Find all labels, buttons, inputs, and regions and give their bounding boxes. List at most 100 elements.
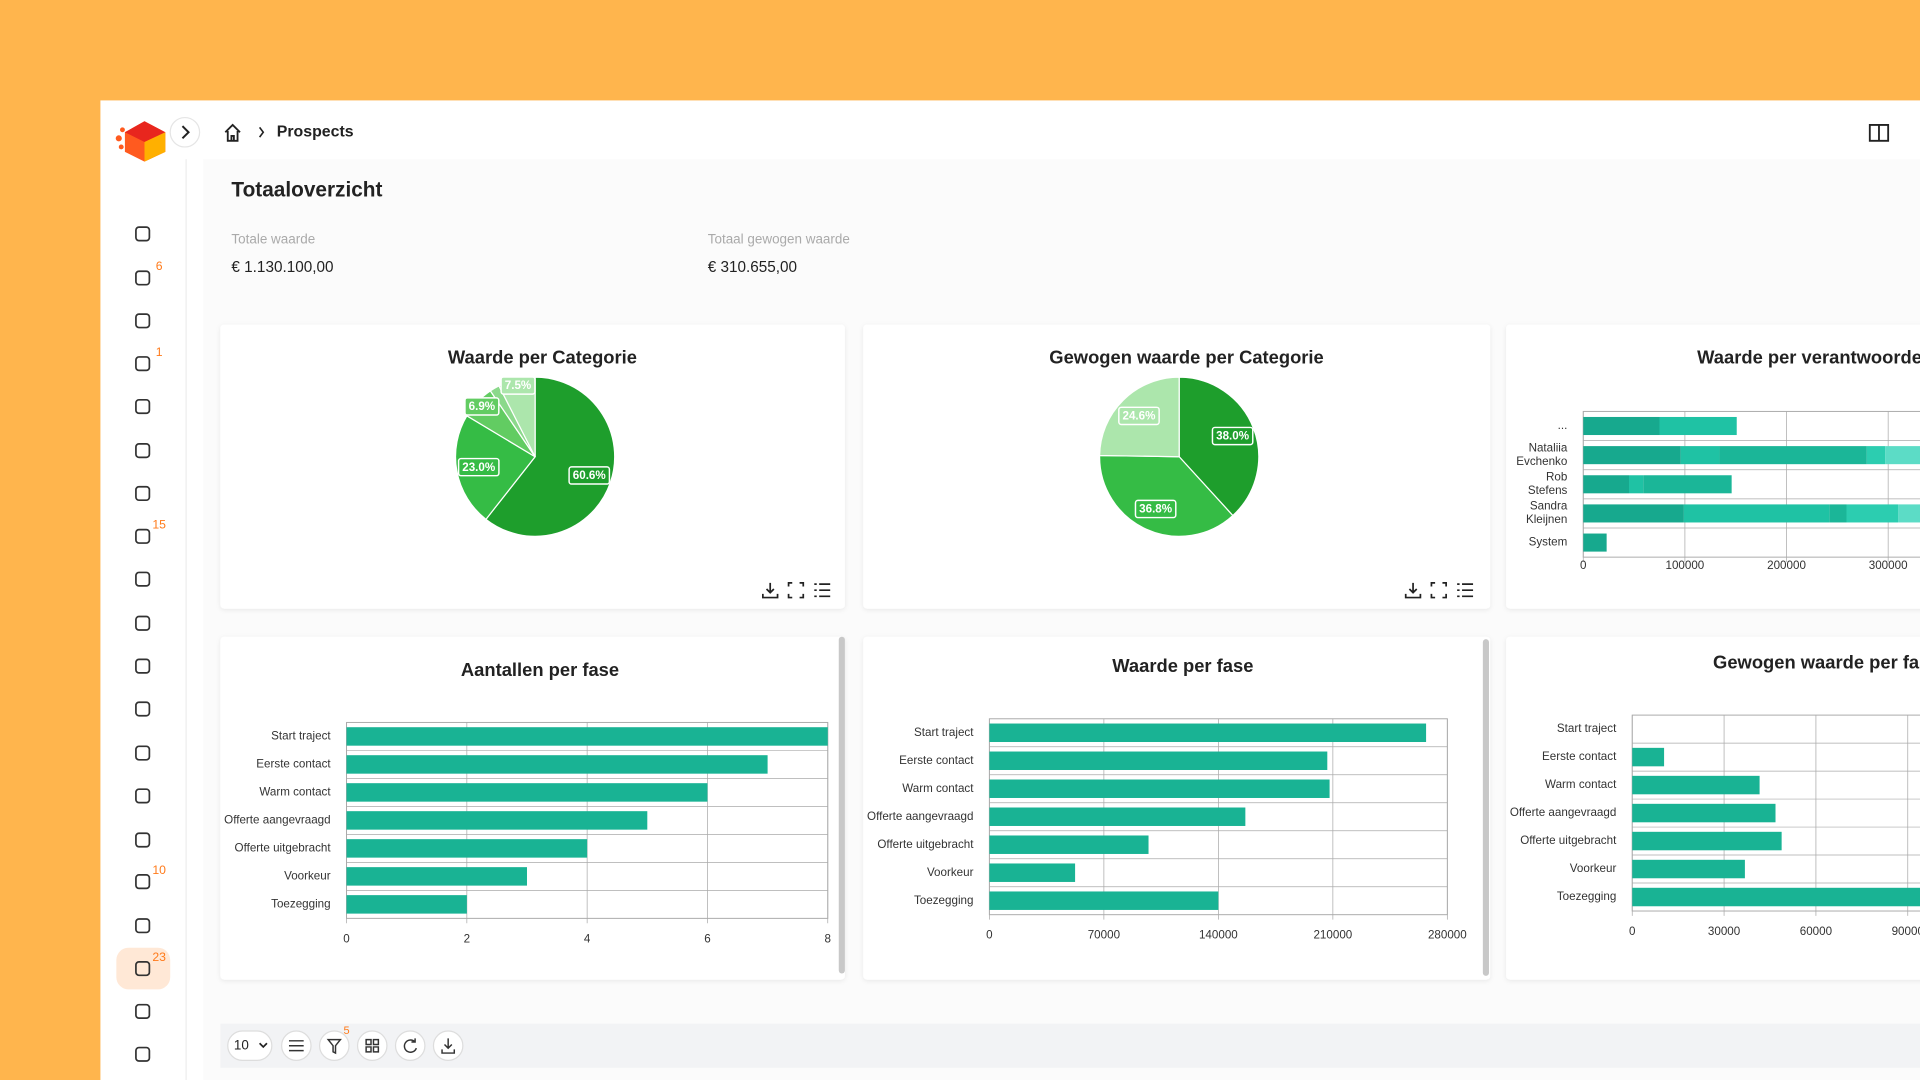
- nav-icon[interactable]: [135, 658, 151, 674]
- bar-segment: [1719, 446, 1867, 465]
- nav-icon[interactable]: [135, 874, 151, 890]
- x-tick-label: 70000: [1088, 929, 1121, 942]
- x-tick-label: 0: [986, 929, 993, 942]
- y-tick-label: Offerte aangevraagd: [224, 813, 330, 826]
- scrollbar[interactable]: [1482, 639, 1489, 976]
- filter-button[interactable]: [318, 1030, 350, 1062]
- nav-icon[interactable]: [135, 356, 151, 372]
- fullscreen-icon[interactable]: [787, 582, 805, 599]
- y-tick-label: Warm contact: [1545, 778, 1617, 791]
- logo: [115, 121, 166, 162]
- nav-icon[interactable]: [135, 528, 151, 544]
- filter-icon: [326, 1038, 342, 1055]
- breadcrumb-separator: [258, 126, 265, 138]
- download-icon[interactable]: [1404, 582, 1422, 599]
- download-icon: [441, 1038, 456, 1054]
- label-box: [464, 397, 500, 416]
- y-tick-label: Eerste contact: [256, 758, 331, 771]
- bar-segment: [1583, 504, 1684, 523]
- nav-icon[interactable]: [135, 1046, 151, 1062]
- chart-title: Gewogen waarde per fase: [1713, 652, 1920, 673]
- layout-button[interactable]: [356, 1030, 388, 1062]
- nav-badge: 23: [152, 950, 166, 964]
- nav-icon[interactable]: [135, 398, 151, 415]
- x-tick-label: 280000: [1428, 929, 1467, 942]
- x-tick-label: 0: [1629, 925, 1636, 938]
- chart-card: [1506, 324, 1920, 609]
- y-tick-label: Offerte uitgebracht: [877, 838, 974, 851]
- summary-value: € 1.130.100,00: [231, 259, 333, 276]
- y-tick-label: Start traject: [1557, 722, 1617, 735]
- nav-icon[interactable]: [135, 443, 151, 459]
- y-tick-label: Start traject: [271, 730, 331, 743]
- nav-icon[interactable]: [135, 918, 151, 934]
- summary-value: € 310.655,00: [708, 259, 797, 276]
- label-box: [500, 376, 536, 395]
- nav-icon[interactable]: [135, 745, 151, 761]
- grid-icon: [365, 1038, 380, 1053]
- data-label: 23.0%: [462, 461, 496, 474]
- pie-slice: [1178, 376, 1260, 517]
- x-tick-label: 210000: [1313, 929, 1352, 942]
- bar-segment: [1680, 446, 1720, 465]
- fullscreen-icon[interactable]: [1430, 582, 1447, 599]
- x-tick-label: 60000: [1800, 925, 1833, 938]
- chart-title: Gewogen waarde per Categorie: [1049, 347, 1323, 368]
- label-box: [1211, 426, 1254, 446]
- y-tick-label: Offerte uitgebracht: [235, 841, 332, 854]
- summary-label: Totaal gewogen waarde: [708, 232, 850, 247]
- sidebar-toggle[interactable]: [169, 116, 201, 148]
- bar: [1632, 887, 1920, 907]
- label-box: [1134, 499, 1177, 519]
- bar: [346, 811, 648, 830]
- nav-icon[interactable]: [135, 960, 151, 977]
- x-tick-label: 8: [825, 932, 831, 945]
- refresh-button[interactable]: [394, 1030, 426, 1062]
- scrollbar[interactable]: [838, 636, 845, 974]
- legend-icon[interactable]: [814, 583, 831, 598]
- nav-icon[interactable]: [135, 701, 151, 717]
- bar: [989, 863, 1076, 882]
- page-size-select[interactable]: [227, 1030, 273, 1062]
- x-tick-label: 140000: [1199, 929, 1238, 942]
- data-label: 60.6%: [573, 469, 607, 482]
- bar-segment: [1898, 504, 1920, 523]
- bar-segment: [1829, 504, 1847, 523]
- panel-icon[interactable]: [1868, 123, 1890, 142]
- nav-icon[interactable]: [135, 1003, 151, 1020]
- y-tick-label: Start traject: [914, 726, 974, 739]
- bar: [1632, 859, 1745, 879]
- y-tick-label: Voorkeur: [1570, 862, 1617, 875]
- chart-title: Waarde per fase: [1112, 655, 1253, 676]
- bar: [346, 755, 768, 774]
- nav-icon[interactable]: [135, 571, 151, 587]
- y-tick-label: Warm contact: [259, 785, 331, 798]
- data-label: 36.8%: [1139, 503, 1173, 516]
- chart-title: Waarde per verantwoordelijke: [1697, 347, 1920, 368]
- nav-icon[interactable]: [135, 788, 151, 804]
- nav-icon[interactable]: [135, 226, 151, 242]
- bar: [346, 867, 527, 886]
- nav-icon[interactable]: [135, 270, 151, 286]
- page-title: Totaaloverzicht: [231, 179, 382, 202]
- bar: [1632, 775, 1760, 795]
- nav-icon[interactable]: [135, 313, 151, 329]
- label-box: [457, 457, 500, 477]
- x-tick-label: 2: [464, 932, 470, 945]
- bar: [346, 895, 467, 914]
- bar: [989, 779, 1330, 798]
- filter-count: 5: [343, 1025, 349, 1037]
- pie-slice: [1098, 454, 1234, 537]
- label-box: [568, 466, 611, 485]
- y-tick-label: Nataliia Evchenko: [1516, 441, 1568, 467]
- legend-icon[interactable]: [1457, 583, 1474, 598]
- nav-icon[interactable]: [135, 832, 151, 848]
- nav-icon[interactable]: [135, 485, 151, 502]
- nav-icon[interactable]: [135, 615, 151, 631]
- home-icon[interactable]: [224, 123, 241, 142]
- download-icon[interactable]: [762, 582, 779, 599]
- x-tick-label: 30000: [1708, 925, 1741, 938]
